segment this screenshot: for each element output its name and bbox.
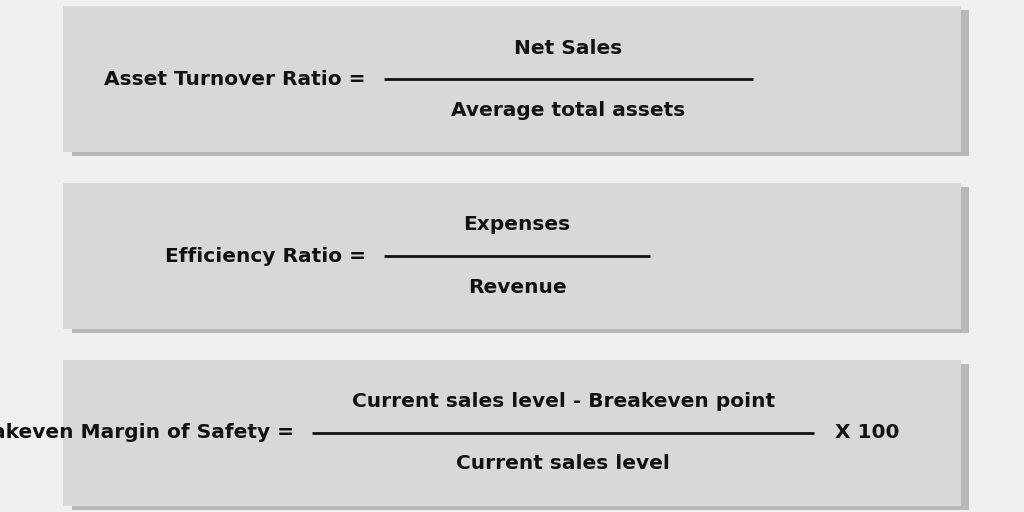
FancyBboxPatch shape [72, 364, 969, 509]
Text: Average total assets: Average total assets [452, 101, 685, 120]
Text: Current sales level: Current sales level [457, 454, 670, 473]
Text: Net Sales: Net Sales [514, 39, 623, 58]
Text: Asset Turnover Ratio =: Asset Turnover Ratio = [104, 70, 366, 89]
Text: Breakeven Margin of Safety =: Breakeven Margin of Safety = [0, 423, 294, 442]
FancyBboxPatch shape [63, 6, 961, 153]
Text: X 100: X 100 [835, 423, 899, 442]
FancyBboxPatch shape [63, 183, 961, 329]
FancyBboxPatch shape [72, 187, 969, 333]
FancyBboxPatch shape [72, 10, 969, 157]
Text: Revenue: Revenue [468, 278, 566, 296]
FancyBboxPatch shape [63, 359, 961, 506]
Text: Expenses: Expenses [464, 216, 570, 234]
Text: Efficiency Ratio =: Efficiency Ratio = [165, 246, 366, 266]
Text: Current sales level - Breakeven point: Current sales level - Breakeven point [351, 392, 775, 411]
